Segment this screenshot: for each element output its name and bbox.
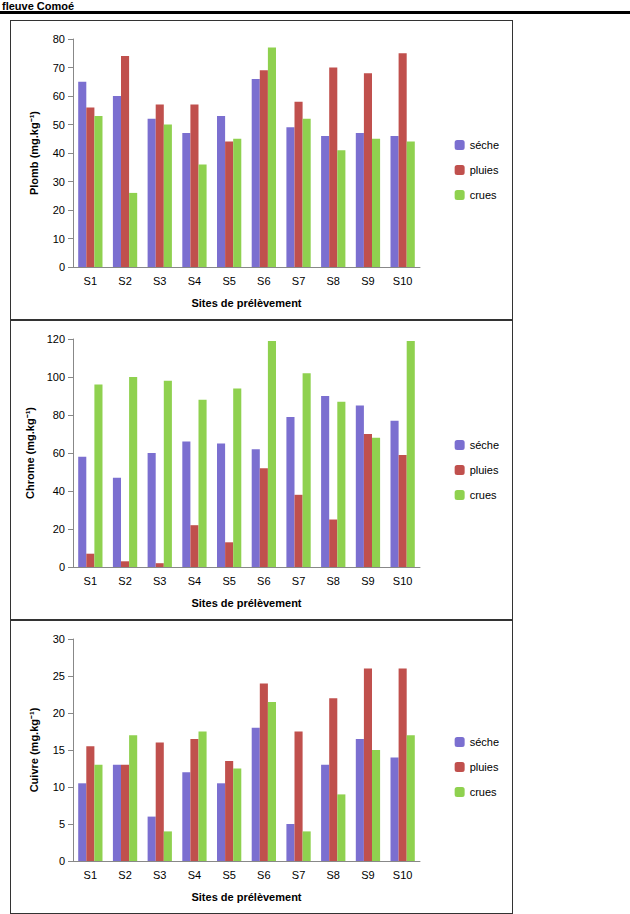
svg-text:0: 0 bbox=[59, 261, 65, 273]
html-text:fleuve Comoé: fleuve Comoé bbox=[2, 0, 75, 12]
svg-text:S10: S10 bbox=[393, 869, 413, 881]
svg-text:S8: S8 bbox=[327, 275, 340, 287]
svg-text:40: 40 bbox=[53, 147, 65, 159]
svg-text:S10: S10 bbox=[393, 275, 413, 287]
svg-text:pluies: pluies bbox=[470, 164, 499, 176]
svg-text:crues: crues bbox=[470, 489, 497, 501]
svg-text:10: 10 bbox=[53, 781, 65, 793]
svg-text:S4: S4 bbox=[188, 575, 201, 587]
svg-text:100: 100 bbox=[47, 371, 65, 383]
svg-text:S3: S3 bbox=[153, 275, 166, 287]
svg-text:Sites de prélèvement: Sites de prélèvement bbox=[191, 891, 301, 903]
svg-text:Chrome (mg.kg⁻¹): Chrome (mg.kg⁻¹) bbox=[24, 407, 36, 499]
svg-text:25: 25 bbox=[53, 670, 65, 682]
svg-text:Plomb (mg.kg⁻¹): Plomb (mg.kg⁻¹) bbox=[28, 111, 40, 195]
svg-text:S5: S5 bbox=[222, 275, 235, 287]
svg-text:pluies: pluies bbox=[470, 464, 499, 476]
svg-text:S2: S2 bbox=[118, 575, 131, 587]
svg-text:S2: S2 bbox=[118, 275, 131, 287]
svg-text:S5: S5 bbox=[222, 869, 235, 881]
svg-text:60: 60 bbox=[53, 447, 65, 459]
svg-text:S7: S7 bbox=[292, 869, 305, 881]
svg-text:S6: S6 bbox=[257, 275, 270, 287]
svg-text:S1: S1 bbox=[84, 869, 97, 881]
svg-text:0: 0 bbox=[59, 855, 65, 867]
svg-text:séche: séche bbox=[470, 139, 499, 151]
svg-text:crues: crues bbox=[470, 786, 497, 798]
svg-text:S6: S6 bbox=[257, 869, 270, 881]
svg-text:S2: S2 bbox=[118, 869, 131, 881]
svg-text:70: 70 bbox=[53, 62, 65, 74]
svg-text:S9: S9 bbox=[361, 575, 374, 587]
svg-text:10: 10 bbox=[53, 233, 65, 245]
svg-text:séche: séche bbox=[470, 439, 499, 451]
svg-text:15: 15 bbox=[53, 744, 65, 756]
svg-text:60: 60 bbox=[53, 90, 65, 102]
svg-text:30: 30 bbox=[53, 176, 65, 188]
svg-text:S1: S1 bbox=[84, 575, 97, 587]
svg-text:S9: S9 bbox=[361, 869, 374, 881]
svg-text:80: 80 bbox=[53, 409, 65, 421]
svg-text:120: 120 bbox=[47, 333, 65, 345]
svg-text:S3: S3 bbox=[153, 575, 166, 587]
svg-text:S9: S9 bbox=[361, 275, 374, 287]
svg-text:5: 5 bbox=[59, 818, 65, 830]
svg-text:S7: S7 bbox=[292, 275, 305, 287]
svg-text:crues: crues bbox=[470, 189, 497, 201]
svg-text:S3: S3 bbox=[153, 869, 166, 881]
svg-text:Sites de prélèvement: Sites de prélèvement bbox=[191, 297, 301, 309]
svg-text:50: 50 bbox=[53, 119, 65, 131]
svg-text:80: 80 bbox=[53, 33, 65, 45]
svg-text:S5: S5 bbox=[222, 575, 235, 587]
svg-text:S10: S10 bbox=[393, 575, 413, 587]
svg-text:S4: S4 bbox=[188, 275, 201, 287]
svg-text:Sites de prélèvement: Sites de prélèvement bbox=[191, 597, 301, 609]
svg-text:S4: S4 bbox=[188, 869, 201, 881]
svg-text:20: 20 bbox=[53, 204, 65, 216]
svg-text:pluies: pluies bbox=[470, 761, 499, 773]
svg-text:S1: S1 bbox=[84, 275, 97, 287]
svg-text:20: 20 bbox=[53, 523, 65, 535]
svg-text:séche: séche bbox=[470, 736, 499, 748]
svg-text:S6: S6 bbox=[257, 575, 270, 587]
svg-text:S8: S8 bbox=[327, 575, 340, 587]
svg-text:0: 0 bbox=[59, 561, 65, 573]
svg-text:30: 30 bbox=[53, 633, 65, 645]
svg-text:Cuivre (mg.kg⁻¹): Cuivre (mg.kg⁻¹) bbox=[28, 707, 40, 792]
svg-text:S7: S7 bbox=[292, 575, 305, 587]
svg-text:40: 40 bbox=[53, 485, 65, 497]
svg-text:S8: S8 bbox=[327, 869, 340, 881]
svg-text:20: 20 bbox=[53, 707, 65, 719]
